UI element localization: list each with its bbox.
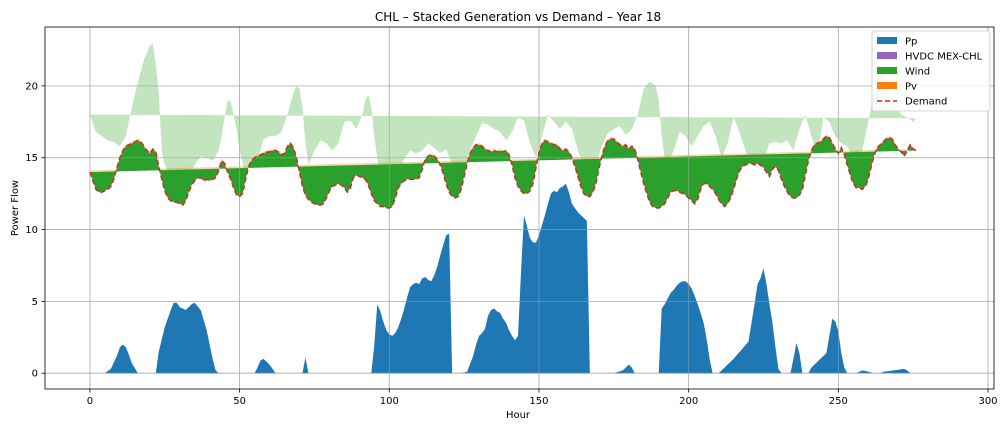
legend-label-demand: Demand	[905, 97, 947, 108]
legend-swatch-wind	[877, 67, 897, 74]
y-tick-label: 20	[25, 81, 38, 92]
axes-frame	[44, 26, 995, 390]
chart-title: CHL – Stacked Generation vs Demand – Yea…	[375, 10, 661, 24]
y-tick-label: 0	[32, 369, 38, 380]
legend-label-wind: Wind	[905, 67, 930, 78]
x-tick-label: 150	[529, 396, 548, 407]
wind-area	[89, 136, 917, 208]
legend-swatch-pp	[877, 37, 897, 44]
x-tick-label: 250	[829, 396, 848, 407]
x-tick-label: 50	[233, 396, 246, 407]
legend-label-pp: Pp	[905, 37, 917, 48]
y-tick-label: 15	[25, 153, 38, 164]
legend-label-pv: Pv	[905, 82, 917, 93]
legend-label-hvdc: HVDC MEX-CHL	[905, 52, 983, 63]
x-axis-label: Hour	[506, 410, 531, 421]
x-tick-label: 300	[978, 396, 997, 407]
legend: Pp HVDC MEX-CHL Wind Pv Demand	[871, 30, 991, 112]
legend-swatch-hvdc	[877, 52, 897, 59]
plot-area: 0 50 100 150 200 250 300 0 5 10 15 20	[25, 26, 998, 407]
pp-area	[89, 183, 914, 374]
legend-box	[871, 30, 991, 112]
y-tick-label: 10	[25, 225, 38, 236]
demand-line	[89, 135, 917, 209]
legend-swatch-pv	[877, 82, 897, 89]
y-tick-label: 5	[32, 297, 38, 308]
x-tick-label: 0	[87, 396, 93, 407]
y-axis-label: Power Flow	[10, 180, 21, 236]
x-tick-label: 100	[380, 396, 399, 407]
x-tick-label: 200	[679, 396, 698, 407]
